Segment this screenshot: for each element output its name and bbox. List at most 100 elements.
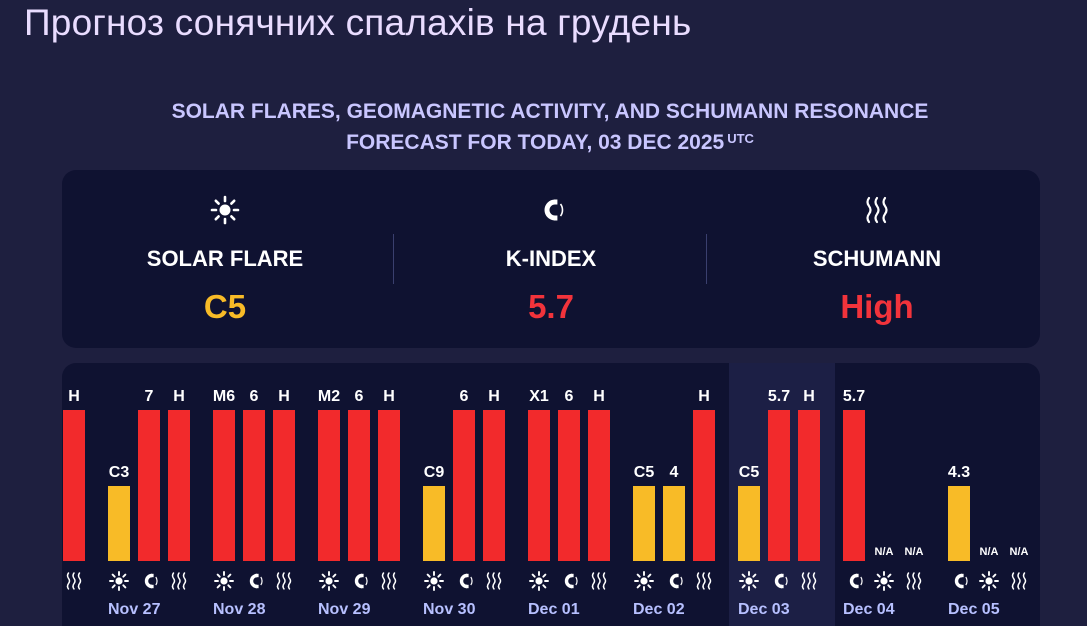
k-index-label: K-INDEX [505, 246, 597, 271]
bar-schumann[interactable] [378, 410, 400, 561]
bar-label-kindex: 6 [355, 388, 364, 405]
bar-label-kindex: 6 [565, 388, 574, 405]
page-title: Прогноз сонячних спалахів на грудень [24, 2, 692, 43]
bar-label-flare: M6 [213, 388, 235, 405]
waves-icon [1011, 572, 1027, 590]
waves-icon [906, 572, 922, 590]
bar-kindex[interactable] [138, 410, 160, 561]
date-label: Nov 28 [213, 601, 266, 618]
bar-kindex[interactable] [948, 486, 970, 561]
bar-kindex[interactable] [843, 410, 865, 561]
magnet-icon [564, 573, 578, 589]
sun-icon [874, 571, 894, 591]
bar-label-schumann: H [68, 388, 80, 405]
date-label: Dec 02 [633, 601, 685, 618]
bar-label-schumann: H [698, 388, 710, 405]
sun-icon [62, 194, 388, 226]
bar-label-flare: C9 [424, 464, 445, 481]
sun-icon [979, 571, 999, 591]
subtitle-line-1: SOLAR FLARES, GEOMAGNETIC ACTIVITY, AND … [171, 100, 929, 123]
metric-schumann: SCHUMANN High [714, 170, 1040, 348]
magnet-icon [849, 573, 863, 589]
bar-label-schumann: N/A [1010, 546, 1029, 558]
bar-kindex[interactable] [558, 410, 580, 561]
bar-schumann[interactable] [168, 410, 190, 561]
date-label: Nov 27 [108, 601, 161, 618]
schumann-value: High [840, 288, 914, 325]
bar-flare[interactable] [423, 486, 445, 561]
bar-schumann[interactable] [693, 410, 715, 561]
subtitle-line-2: FORECAST FOR TODAY, 03 DEC 2025 [346, 131, 725, 154]
bar-label-kindex: 6 [250, 388, 259, 405]
waves-icon [801, 572, 817, 590]
bar-label-schumann: H [803, 388, 815, 405]
bar-label-schumann: N/A [905, 546, 924, 558]
bar-label-schumann: H [173, 388, 185, 405]
bar-label-schumann: H [383, 388, 395, 405]
sun-icon [634, 571, 654, 591]
bar-kindex[interactable] [663, 486, 685, 561]
solar-flare-label: SOLAR FLARE [146, 246, 304, 271]
bar-label-schumann: H [593, 388, 605, 405]
waves-icon [714, 194, 1040, 226]
magnet-icon [388, 194, 714, 226]
metric-solar-flare: SOLAR FLARE C5 [62, 170, 388, 348]
summary-panel: SOLAR FLARE C5 K-INDEX 5.7 SCHU [62, 170, 1040, 348]
bar-label-kindex: 4 [670, 464, 679, 481]
waves-icon [276, 572, 292, 590]
waves-icon [696, 572, 712, 590]
bar-label-kindex: 6 [460, 388, 469, 405]
sun-icon [739, 571, 759, 591]
bar-label-kindex: 7 [145, 388, 154, 405]
bar-label-flare: X1 [529, 388, 549, 405]
bar-kindex[interactable] [453, 410, 475, 561]
magnet-icon [354, 573, 368, 589]
date-label: Nov 29 [318, 601, 371, 618]
bar-kindex[interactable] [348, 410, 370, 561]
bar-label-flare: N/A [980, 546, 999, 558]
magnet-icon [459, 573, 473, 589]
date-label: Dec 05 [948, 601, 1000, 618]
magnet-icon [144, 573, 158, 589]
date-label: Dec 01 [528, 601, 580, 618]
bar-kindex[interactable] [768, 410, 790, 561]
bar-flare[interactable] [318, 410, 340, 561]
bar-label-flare: M2 [318, 388, 340, 405]
utc-label: UTC [727, 131, 754, 146]
waves-icon [591, 572, 607, 590]
forecast-chart[interactable]: H C3 7 H Nov 27 M6 6 H Nov 28 M2 6 H Nov 29 C9 6 H Nov 3… [62, 363, 1040, 626]
bar-flare[interactable] [528, 410, 550, 561]
bar-label-flare: C5 [634, 464, 655, 481]
bar-schumann[interactable] [273, 410, 295, 561]
sun-icon [214, 571, 234, 591]
bar-flare[interactable] [108, 486, 130, 561]
k-index-value: 5.7 [528, 288, 574, 325]
bar-label-flare: C5 [739, 464, 760, 481]
sun-icon [529, 571, 549, 591]
magnet-icon [774, 573, 788, 589]
date-label: Dec 04 [843, 601, 895, 618]
bar-flare[interactable] [213, 410, 235, 561]
magnet-icon [954, 573, 968, 589]
bar-schumann[interactable] [63, 410, 85, 561]
magnet-icon [669, 573, 683, 589]
waves-icon [486, 572, 502, 590]
sun-icon [319, 571, 339, 591]
bar-label-schumann: H [488, 388, 500, 405]
date-label: Nov 30 [423, 601, 476, 618]
bar-schumann[interactable] [588, 410, 610, 561]
bar-flare[interactable] [633, 486, 655, 561]
bar-label-schumann: H [278, 388, 290, 405]
bar-schumann[interactable] [798, 410, 820, 561]
sun-icon [424, 571, 444, 591]
metric-k-index: K-INDEX 5.7 [388, 170, 714, 348]
bar-schumann[interactable] [483, 410, 505, 561]
waves-icon [171, 572, 187, 590]
bar-kindex[interactable] [243, 410, 265, 561]
date-label: Dec 03 [738, 601, 790, 618]
sun-icon [109, 571, 129, 591]
bar-flare[interactable] [738, 486, 760, 561]
forecast-chart-svg: H C3 7 H Nov 27 M6 6 H Nov 28 M2 6 H Nov 29 C9 6 H Nov 3… [63, 363, 1029, 626]
waves-icon [381, 572, 397, 590]
bar-label-flare: N/A [875, 546, 894, 558]
